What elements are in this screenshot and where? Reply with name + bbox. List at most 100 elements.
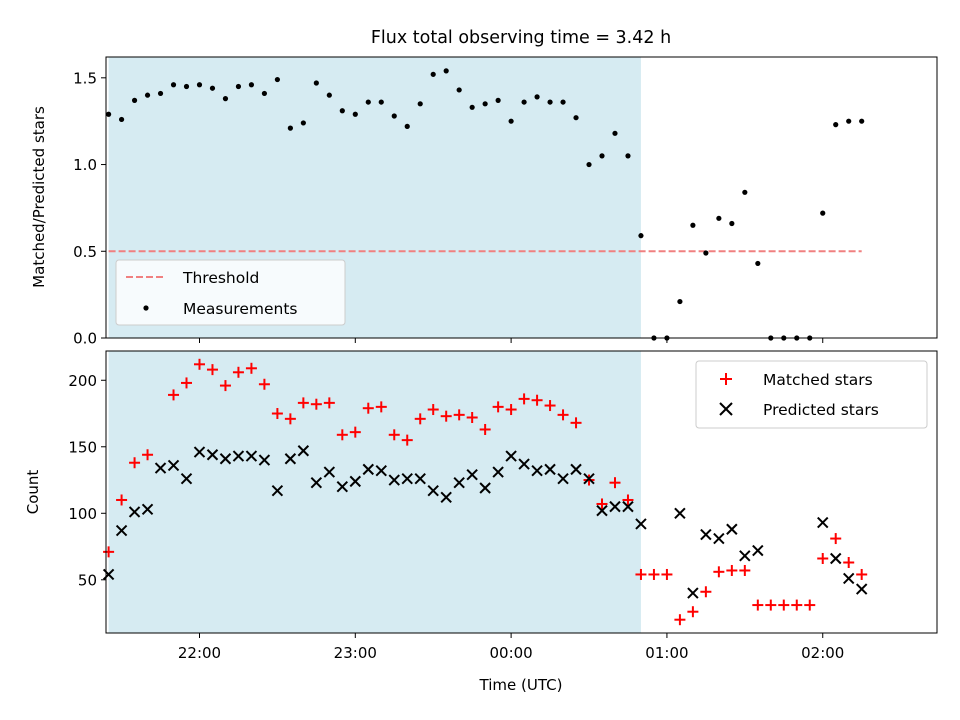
predicted-stars-point: [596, 504, 608, 517]
top-axes-frame: [105, 56, 938, 339]
matched-stars-point: [544, 400, 556, 412]
matched-stars-point: [142, 449, 154, 461]
measurement-point: [222, 96, 229, 102]
matched-stars-point: [362, 402, 374, 414]
matched-stars-point: [687, 606, 699, 618]
predicted-stars-point: [544, 463, 556, 476]
bottom-y-tick-label: 50: [78, 571, 97, 589]
predicted-stars-point: [518, 458, 530, 470]
measurement-point: [248, 82, 255, 88]
matched-stars-point: [609, 477, 621, 489]
measurement-point: [521, 99, 527, 105]
matched-stars-point: [531, 394, 543, 406]
matched-stars-point: [700, 586, 712, 598]
x-tick-label: 23:00: [334, 644, 377, 662]
matched-stars-point: [116, 494, 128, 506]
top-points-layer: [105, 68, 865, 341]
matched-stars-point: [258, 378, 270, 390]
matched-stars-point: [622, 494, 634, 506]
matched-stars-point: [297, 397, 309, 409]
top-y-tick-label: 0.0: [73, 330, 97, 348]
observing-window-shade: [108, 351, 641, 633]
matched-stars-point: [349, 426, 361, 438]
matched-stars-point: [830, 533, 842, 545]
matched-stars-point: [674, 614, 686, 626]
measurement-point: [170, 82, 177, 88]
measurement-point: [599, 153, 605, 159]
measurement-point: [430, 71, 436, 77]
bottom-shaded-region-layer: [108, 351, 641, 633]
bottom-axes-frame: [105, 350, 938, 634]
x-tick-label: 02:00: [801, 644, 844, 662]
top-y-axis-label: Matched/Predicted stars: [30, 106, 48, 288]
matched-stars-point: [388, 429, 400, 441]
measurement-point: [833, 122, 839, 128]
measurement-point: [638, 233, 644, 239]
predicted-stars-point: [375, 465, 387, 477]
bottom-yticks-layer: 50 100 150 200: [68, 372, 106, 589]
matched-stars-point: [453, 409, 465, 421]
bottom-y-tick-label: 100: [68, 505, 97, 523]
predicted-stars-point: [141, 503, 154, 515]
measurement-point: [196, 82, 203, 88]
matched-stars-point: [466, 412, 478, 424]
predicted-stars-point: [284, 453, 297, 465]
predicted-stars-point: [401, 472, 413, 485]
predicted-stars-point: [583, 472, 595, 485]
legend-predicted-label: Predicted stars: [763, 401, 879, 419]
predicted-stars-point: [855, 583, 868, 595]
measurement-point: [131, 97, 138, 103]
top-legend: Threshold Measurements: [115, 259, 346, 326]
matched-stars-point: [168, 389, 180, 401]
top-panel: 0.0 0.5 1.0 1.5 Matched/Predicted stars Thr…: [30, 56, 938, 348]
predicted-stars-point: [752, 544, 764, 557]
measurement-point: [729, 220, 735, 227]
matched-stars-point: [557, 409, 569, 421]
predicted-stars-point: [245, 450, 258, 462]
matched-stars-point: [648, 568, 660, 580]
measurement-point: [118, 116, 125, 123]
measurement-point: [287, 125, 293, 131]
matched-stars-point: [596, 498, 608, 510]
measurement-point: [846, 118, 852, 124]
matched-stars-point: [206, 364, 218, 376]
predicted-stars-point: [232, 450, 245, 462]
chart-title: Flux total observing time = 3.42 h: [371, 28, 671, 48]
top-y-tick-label: 0.5: [73, 243, 97, 261]
legend-predicted-swatch: [719, 402, 733, 416]
x-tick-label: 22:00: [178, 644, 221, 662]
legend-matched-label: Matched stars: [763, 371, 873, 389]
predicted-stars-point: [817, 516, 829, 529]
measurement-point: [417, 101, 423, 107]
measurement-point: [469, 104, 475, 110]
x-tick-label: 01:00: [645, 644, 688, 662]
matched-stars-point: [440, 410, 452, 422]
predicted-stars-point: [570, 463, 582, 476]
predicted-stars-point: [492, 466, 504, 478]
predicted-stars-point: [427, 484, 439, 497]
predicted-stars-point: [128, 506, 141, 518]
matched-stars-point: [635, 568, 647, 580]
matched-stars-point: [271, 408, 283, 420]
matched-stars-point: [778, 599, 790, 611]
matched-stars-point: [323, 397, 335, 409]
measurement-point: [300, 120, 306, 126]
measurement-point: [183, 83, 190, 90]
top-yticks-layer: 0.0 0.5 1.0 1.5: [73, 69, 106, 348]
measurement-point: [820, 210, 826, 216]
measurement-point: [625, 153, 631, 159]
matched-stars-point: [713, 566, 725, 578]
predicted-stars-point: [271, 484, 284, 497]
predicted-stars-point: [557, 472, 569, 485]
measurement-point: [560, 99, 566, 105]
predicted-stars-point: [115, 524, 128, 537]
matched-stars-point: [427, 404, 439, 416]
bottom-points-layer: [102, 358, 868, 626]
measurement-point: [547, 99, 553, 105]
measurement-point: [313, 80, 319, 86]
matched-stars-point: [103, 546, 115, 558]
predicted-stars-point: [479, 482, 491, 494]
measurement-point: [534, 94, 540, 100]
predicted-stars-point: [102, 568, 115, 581]
measurement-point: [859, 118, 865, 124]
